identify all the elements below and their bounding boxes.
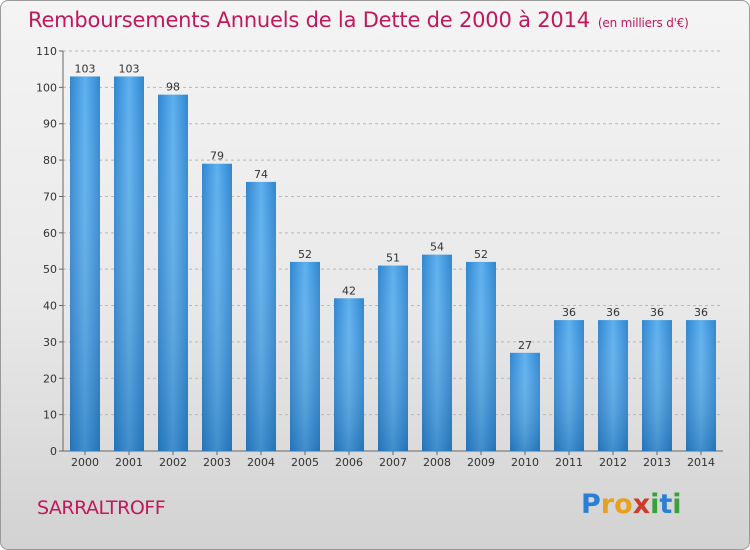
- x-tick-label: 2007: [379, 456, 407, 469]
- y-tick-label: 70: [43, 190, 57, 203]
- logo-letter: r: [600, 489, 615, 520]
- y-tick-label: 20: [43, 372, 57, 385]
- bar-shade: [466, 261, 496, 451]
- x-tick-label: 2009: [467, 456, 495, 469]
- logo-letter: i: [650, 489, 660, 520]
- logo-letter: x: [632, 489, 651, 520]
- data-label: 42: [342, 284, 356, 297]
- chart-title: Remboursements Annuels de la Dette de 20…: [28, 8, 689, 32]
- y-tick-label: 100: [36, 81, 57, 94]
- title-text: Remboursements Annuels de la Dette de 20…: [28, 8, 590, 32]
- data-label: 98: [166, 81, 180, 94]
- logo-letter: o: [614, 489, 633, 520]
- y-tick-label: 10: [43, 409, 57, 422]
- bar-shade: [158, 94, 188, 452]
- bar-shade: [202, 163, 232, 451]
- bar-shade: [246, 181, 276, 451]
- y-tick-label: 40: [43, 300, 57, 313]
- x-tick-label: 2008: [423, 456, 451, 469]
- x-tick-label: 2010: [511, 456, 539, 469]
- x-tick-label: 2011: [555, 456, 583, 469]
- x-tick-label: 2001: [115, 456, 143, 469]
- data-label: 36: [694, 306, 708, 319]
- y-tick-label: 50: [43, 263, 57, 276]
- y-tick-label: 110: [36, 45, 57, 58]
- logo-letter: t: [659, 489, 673, 520]
- proxiti-logo: Proxiti: [581, 489, 682, 520]
- data-label: 36: [562, 306, 576, 319]
- bar-shade: [642, 320, 672, 451]
- y-tick-label: 30: [43, 336, 57, 349]
- data-label: 103: [119, 62, 140, 75]
- y-tick-label: 90: [43, 118, 57, 131]
- x-tick-label: 2006: [335, 456, 363, 469]
- logo-letter: i: [672, 489, 682, 520]
- labels: 103 2000 103 2001 98 2002 79 2003 74 2004 52 2005 42…: [71, 62, 715, 469]
- commune-name: SARRALTROFF: [37, 497, 166, 519]
- x-tick-label: 2014: [687, 456, 715, 469]
- bar-shade: [554, 320, 584, 451]
- x-tick-label: 2012: [599, 456, 627, 469]
- bar-shade: [510, 352, 540, 451]
- data-label: 74: [254, 168, 268, 181]
- x-tick-label: 2005: [291, 456, 319, 469]
- unit-note: (en milliers d'€): [597, 16, 689, 30]
- data-label: 51: [386, 252, 400, 265]
- x-tick-label: 2004: [247, 456, 275, 469]
- logo-letter: P: [581, 489, 601, 520]
- data-label: 36: [650, 306, 664, 319]
- data-label: 54: [430, 241, 444, 254]
- x-tick-label: 2003: [203, 456, 231, 469]
- data-label: 103: [75, 62, 96, 75]
- bar-shade: [598, 320, 628, 451]
- bar-shade: [378, 265, 408, 451]
- y-tick-label: 60: [43, 227, 57, 240]
- bar-shade: [290, 261, 320, 451]
- y-tick-label: 80: [43, 154, 57, 167]
- data-label: 52: [298, 248, 312, 261]
- bars: [70, 76, 716, 452]
- bar-shade: [114, 76, 144, 452]
- bar-shade: [70, 76, 100, 452]
- data-label: 79: [210, 150, 224, 163]
- x-tick-label: 2000: [71, 456, 99, 469]
- x-tick-label: 2013: [643, 456, 671, 469]
- data-label: 36: [606, 306, 620, 319]
- y-tick-label: 0: [50, 445, 57, 458]
- bar-shade: [422, 254, 452, 451]
- data-label: 27: [518, 339, 532, 352]
- x-tick-label: 2002: [159, 456, 187, 469]
- bar-shade: [334, 298, 364, 451]
- data-label: 52: [474, 248, 488, 261]
- bar-shade: [686, 320, 716, 451]
